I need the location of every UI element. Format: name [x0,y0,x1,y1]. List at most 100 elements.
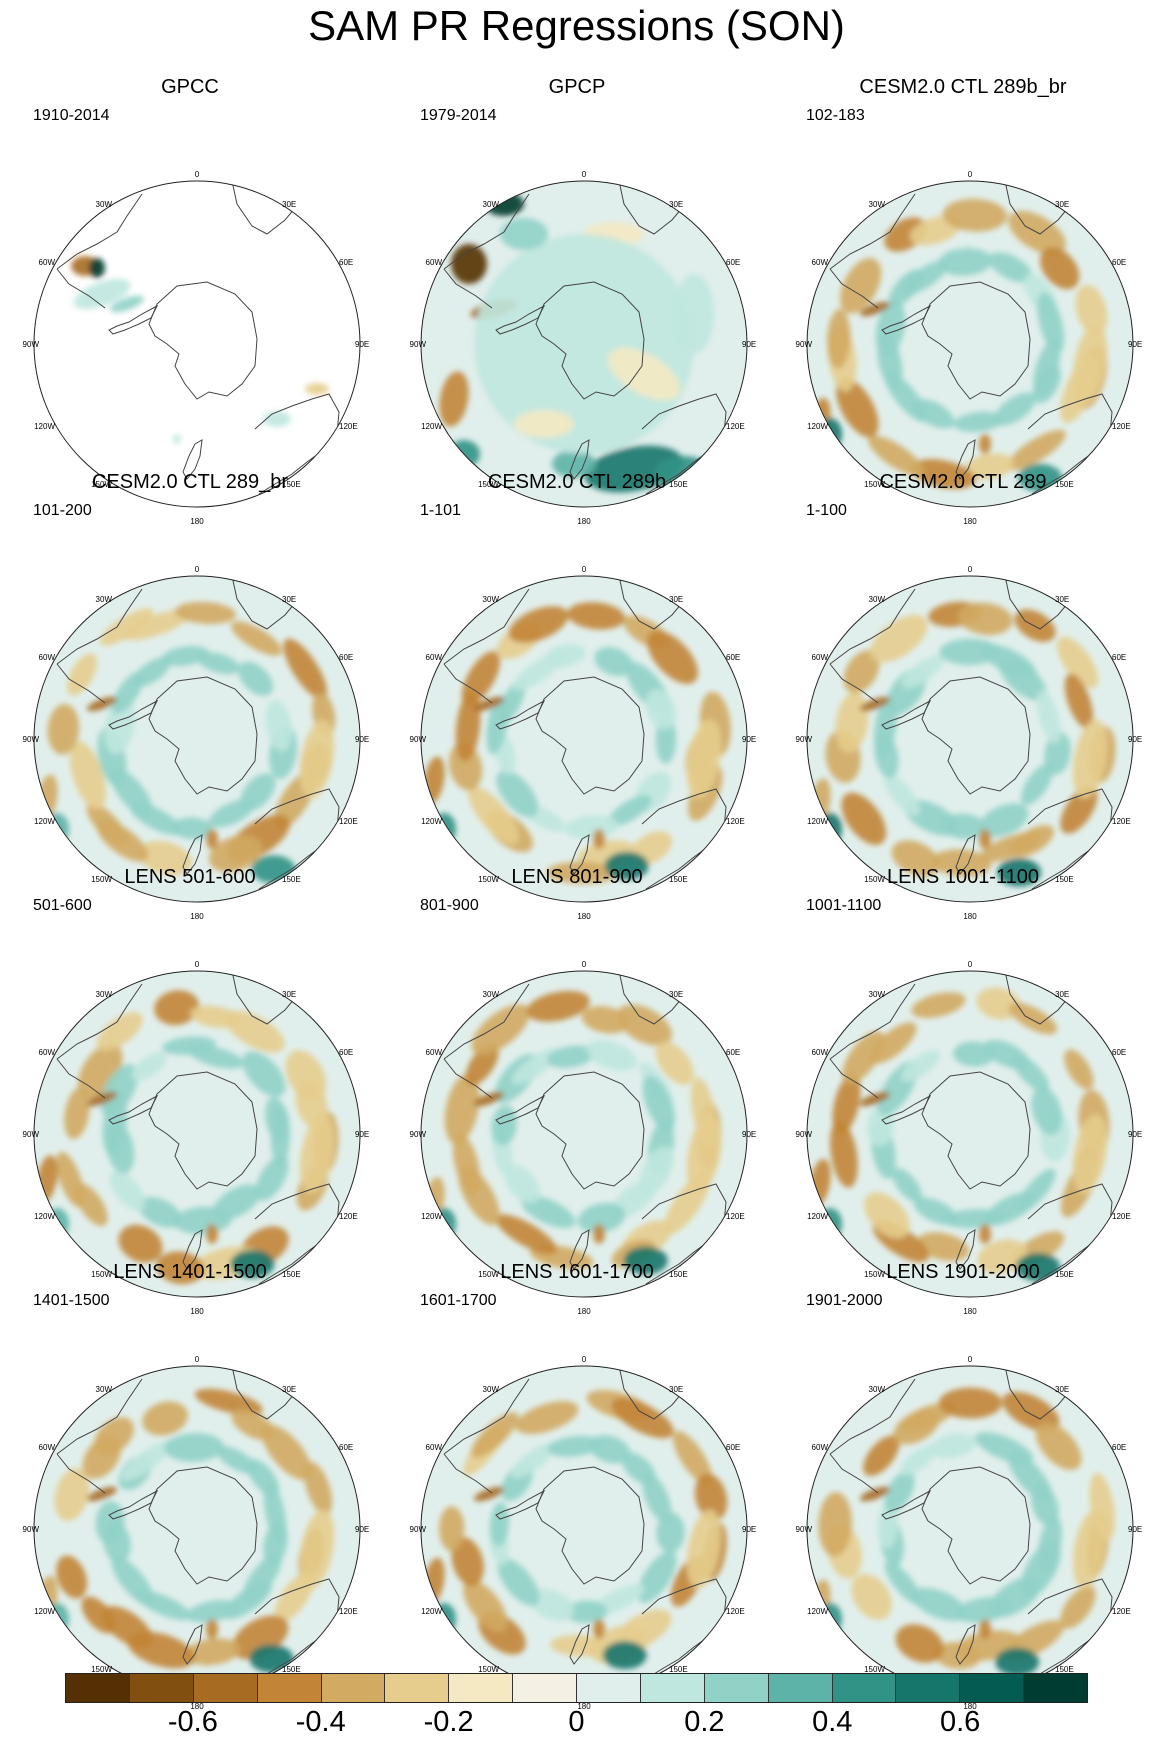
precip-anomaly-contour [674,274,714,354]
longitude-label: 150E [282,875,301,884]
precip-anomaly-contour [500,218,548,250]
precip-anomaly-contour [81,1596,116,1634]
precip-anomaly-contour [611,1397,674,1439]
precip-anomaly-contour [299,719,335,799]
colorbar-swatch [193,1674,258,1702]
precip-anomaly-contour [840,257,882,314]
longitude-label: 180 [577,517,591,526]
precip-anomaly-contour [208,799,255,828]
polar-stereographic-map: 0 30E 60E 90E 120E 150E 180 150W 120W 90W 60W 30W [796,565,1143,921]
panel-year-range: 1401-1500 [33,1292,110,1309]
colorbar-swatch [257,1674,322,1702]
precip-anomaly-contour [54,1468,90,1521]
longitude-label: 120W [34,1212,55,1221]
precip-anomaly-contour [997,858,1042,887]
precip-anomaly-contour [594,647,634,677]
panel-title: LENS 501-600 [124,866,256,888]
precip-anomaly-contour [164,1433,224,1462]
precip-anomaly-contour [468,786,519,845]
longitude-label: 30W [96,200,113,209]
colorbar-tick-label: -0.4 [295,1706,346,1738]
precip-anomaly-contour [451,1537,484,1586]
panel-year-range: 102-183 [806,107,865,124]
longitude-label: 30W [96,990,113,999]
longitude-label: 90W [23,1130,40,1139]
colorbar-swatch [832,1674,897,1702]
longitude-label: 120E [1112,422,1131,431]
precip-anomaly-contour [47,704,80,755]
precip-anomaly-contour [299,1509,335,1589]
precip-anomaly-contour [100,1064,138,1116]
panel-year-range: 501-600 [33,897,92,914]
precip-anomaly-contour [86,696,118,712]
precip-anomaly-contour [875,299,906,357]
precip-anomaly-contour [899,1445,937,1476]
precip-anomaly-contour [911,992,966,1019]
colorbar-swatch [66,1674,130,1702]
colorbar [65,1673,1088,1703]
longitude-label: 30W [96,1385,113,1394]
precip-anomaly-contour [1075,284,1108,336]
longitude-label: 90E [355,1525,369,1534]
longitude-label: 30E [669,1385,683,1394]
longitude-label: 30E [282,595,296,604]
precip-anomaly-contour [832,1073,861,1135]
precip-anomaly-contour [474,234,694,454]
map-boundary [33,180,361,508]
precip-anomaly-contour [56,1555,88,1599]
precip-anomaly-contour [884,1561,922,1605]
precip-anomaly-contour [836,378,879,438]
longitude-label: 120W [807,817,828,826]
polar-stereographic-map: 0 30E 60E 90E 120E 150E 180 150W 120W 90W 60W 30W [410,1355,757,1711]
precip-anomaly-contour [473,696,505,712]
polar-stereographic-map: 0 30E 60E 90E 120E 150E 180 150W 120W 90W 60W 30W [23,170,370,526]
precip-anomaly-contour [95,1501,125,1544]
precip-anomaly-contour [593,829,605,849]
map-panel: GPCC 1910-2014 0 30E 60E 90E 120E 150E 180 150W 12… [0,75,380,526]
longitude-label: 150W [864,1665,885,1674]
precip-anomaly-contour [995,1647,1040,1676]
precip-anomaly-contour [623,1246,668,1275]
map-panel: GPCP 1979-2014 0 30E 60E 90E 120E 150E 180 150W 12… [387,75,767,526]
colorbar-swatch [513,1674,577,1702]
longitude-label: 90E [742,1525,756,1534]
precip-anomaly-contour [910,458,976,490]
panel-year-range: 1-100 [806,502,847,519]
longitude-label: 0 [195,960,200,969]
panel-title: LENS 801-900 [511,866,643,888]
longitude-label: 30W [869,990,886,999]
longitude-label: 180 [963,1702,977,1711]
colorbar-tick-label: 0.6 [939,1706,981,1738]
precip-anomaly-contour [521,1195,576,1229]
precip-anomaly-contour [900,1402,955,1432]
polar-stereographic-map: 0 30E 60E 90E 120E 150E 180 150W 120W 90W 60W 30W [23,1355,370,1711]
precip-anomaly-contour [864,1192,910,1239]
precip-anomaly-contour [86,803,128,846]
precip-anomaly-contour [1032,364,1061,404]
precip-anomaly-contour [249,1644,294,1673]
longitude-label: 30W [869,595,886,604]
precip-anomaly-contour [934,1642,981,1670]
longitude-label: 120E [1112,1212,1131,1221]
precip-anomaly-contour [511,1443,555,1479]
precip-anomaly-contour [607,795,652,827]
precip-anomaly-contour [938,248,993,276]
longitude-label: 0 [582,565,587,574]
precip-anomaly-contour [565,1600,608,1624]
longitude-label: 150E [1055,875,1074,884]
precip-anomaly-contour [645,689,677,730]
longitude-label: 60E [339,258,353,267]
precip-anomaly-contour [465,1043,499,1085]
panel-title: GPCC [161,76,219,98]
longitude-label: 0 [195,170,200,179]
map-panel: LENS 1901-2000 1901-2000 0 30E 60E 90E 120E 150… [773,1260,1153,1711]
longitude-label: 120E [1112,1607,1131,1616]
precip-anomaly-contour [829,1120,858,1188]
longitude-label: 60W [39,653,56,662]
precip-anomaly-contour [863,1435,900,1477]
longitude-label: 0 [968,1355,973,1364]
precip-anomaly-contour [73,278,131,310]
precip-anomaly-contour [197,652,240,675]
longitude-label: 30W [869,1385,886,1394]
precip-anomaly-contour [955,1596,1012,1623]
